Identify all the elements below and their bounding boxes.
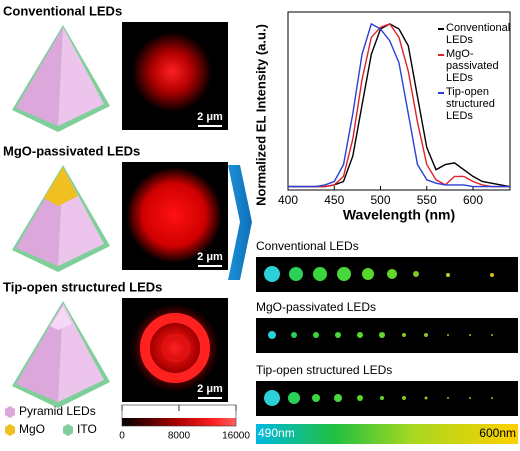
legend-entry: MgO-passivated LEDs <box>438 48 518 84</box>
emitter <box>446 273 450 277</box>
strip-label: Conventional LEDs <box>256 239 359 253</box>
legend-swatch <box>438 54 444 56</box>
series-line <box>288 23 510 188</box>
emitter <box>402 333 406 337</box>
emitter <box>424 333 428 337</box>
colorbar-tick-label: 16000 <box>222 431 250 442</box>
emission-ring <box>161 333 191 363</box>
strip-label: MgO-passivated LEDs <box>256 300 376 314</box>
emitter <box>288 392 300 404</box>
emitter <box>380 396 384 400</box>
emitter <box>362 268 374 280</box>
legend-entry: Conventional LEDs <box>438 22 518 46</box>
colorbar-tick-label: 0 <box>119 431 125 442</box>
emitter <box>264 390 280 406</box>
pyramid-face <box>58 27 104 126</box>
legend-entry: Tip-open structured LEDs <box>438 86 518 122</box>
pyramid-face <box>16 303 63 402</box>
emitter <box>447 397 449 399</box>
x-tick-label: 550 <box>417 193 437 207</box>
pyramid-face <box>58 303 104 402</box>
legend-label: MgO-passivated LEDs <box>446 48 499 84</box>
x-tick-label: 400 <box>278 193 298 207</box>
legend-label: Pyramid LEDs <box>19 404 96 418</box>
emitter <box>491 397 493 399</box>
panel-label: MgO-passivated LEDs <box>3 143 140 158</box>
strip-label: Tip-open structured LEDs <box>256 363 392 377</box>
emitter <box>424 396 428 400</box>
emitter <box>413 271 419 277</box>
legend-icon <box>5 424 15 436</box>
pyramid-face <box>16 27 63 126</box>
emitter <box>357 395 363 401</box>
emission <box>132 32 212 112</box>
open-tip <box>50 306 72 330</box>
emitter <box>469 334 471 336</box>
emission-ring <box>140 313 210 383</box>
emitter <box>268 331 276 339</box>
legend-label: Conventional LEDs <box>446 22 511 46</box>
emitter <box>337 267 351 281</box>
y-axis-label: Normalized EL Intensity (a.u.) <box>253 24 268 206</box>
emitter <box>312 394 320 402</box>
plot-frame <box>287 11 511 191</box>
x-tick-label: 500 <box>370 193 390 207</box>
panel-label: Tip-open structured LEDs <box>3 279 162 294</box>
emission <box>126 167 222 263</box>
x-tick-label: 450 <box>324 193 344 207</box>
emitter <box>490 273 494 277</box>
mgo-tip <box>44 167 78 206</box>
legend-label: Tip-open structured LEDs <box>446 86 495 122</box>
scale-label: 2 μm <box>197 383 223 395</box>
legend-swatch <box>438 28 444 30</box>
legend-label: ITO <box>77 422 97 436</box>
emitter <box>387 269 397 279</box>
scale-label: 2 μm <box>197 251 223 263</box>
colorbar-tick-label: 8000 <box>168 431 191 442</box>
emitter <box>264 266 280 282</box>
emitter <box>313 267 327 281</box>
scale-label: 2 μm <box>197 111 223 123</box>
legend-icon <box>63 424 73 436</box>
emitter <box>335 332 341 338</box>
legend-swatch <box>438 92 444 94</box>
legend: Conventional LEDs MgO-passivated LEDs Tip-… <box>438 22 518 124</box>
emitter <box>402 396 406 400</box>
emitter <box>313 332 319 338</box>
emitter <box>491 334 493 336</box>
series-line <box>288 22 510 188</box>
arrow <box>228 165 252 280</box>
emitter <box>334 394 342 402</box>
x-axis-label: Wavelength (nm) <box>343 207 455 223</box>
spectrum-end: 600nm <box>479 426 516 440</box>
panel-label: Conventional LEDs <box>3 3 122 18</box>
colorbar <box>122 418 236 426</box>
emitter <box>289 267 303 281</box>
spectrum-start: 490nm <box>258 426 295 440</box>
legend-label: MgO <box>19 422 45 436</box>
emitter <box>379 332 385 338</box>
emitter <box>291 332 297 338</box>
emitter <box>469 397 471 399</box>
strip-image <box>256 318 518 353</box>
legend-icon <box>5 406 15 418</box>
emitter <box>357 332 363 338</box>
x-tick-label: 600 <box>463 193 483 207</box>
spectrum-bar <box>256 424 518 444</box>
emitter <box>447 334 449 336</box>
